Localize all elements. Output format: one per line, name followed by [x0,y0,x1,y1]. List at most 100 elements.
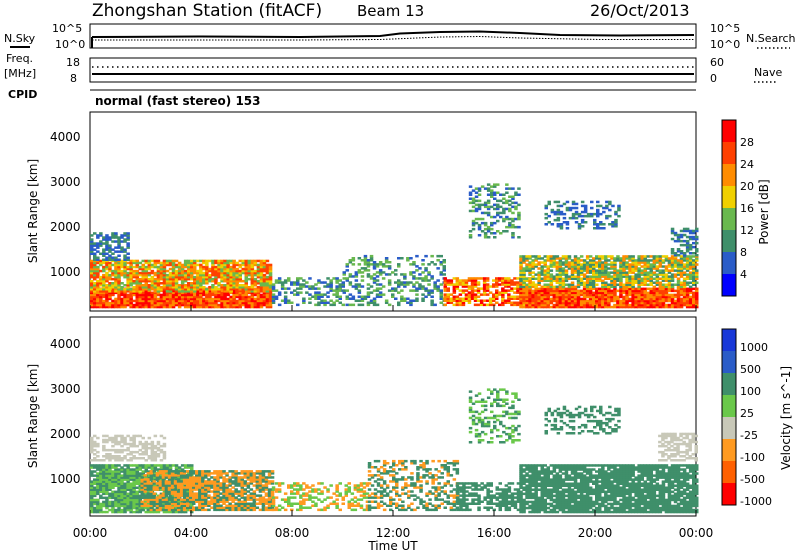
power-blobs-cell [384,265,389,268]
power-blobs-cell [607,283,611,286]
power-blobs-cell [268,301,273,305]
power-blobs-cell [558,281,563,284]
power-blobs-cell [646,259,650,262]
power-blobs-cell [640,295,644,299]
power-blobs-cell [183,275,188,279]
power-blobs-cell [259,265,264,269]
power-blobs-cell [196,279,200,283]
power-blobs-cell [479,293,484,296]
power-blobs-cell [262,265,267,269]
power-blobs-cell [604,305,608,309]
velocity-blobs-cell [120,480,124,483]
power-blobs-cell [485,293,490,296]
power-blobs-cell [625,255,629,258]
velocity-blobs-cell [114,502,118,506]
power-blobs-cell [378,269,383,272]
power-blobs-cell [592,287,596,291]
power-blobs-cell [262,282,267,285]
power-blobs-cell [619,305,623,309]
power-blobs-cell [546,259,550,262]
power-blobs-cell [126,252,130,255]
power-blobs-cell [244,303,248,307]
power-blobs-cell [534,265,538,268]
power-blobs-cell [464,285,469,288]
power-blobs-cell [317,287,321,290]
power-blobs-cell [676,250,681,253]
power-blobs-cell [168,303,173,307]
power-blobs-cell [415,297,419,300]
power-blobs-cell [573,297,578,301]
power-blobs-cell [114,287,118,291]
power-blobs-cell [265,291,270,295]
power-blobs-cell [564,271,569,274]
power-blobs-cell [658,297,663,301]
power-blobs-cell [495,283,499,286]
power-blobs-cell [123,269,127,273]
power-blobs-cell [514,201,518,205]
power-blobs-cell [576,281,581,284]
power-blobs-cell [634,291,638,295]
power-blobs-cell [268,273,273,277]
velocity-blobs-cell [140,486,144,489]
power-blobs-cell [397,279,401,282]
velocity-blobs-cell [120,510,124,514]
power-blobs-cell [601,273,605,276]
power-blobs-cell [531,263,535,266]
power-blobs-cell [602,210,606,214]
power-blobs-cell [90,263,94,267]
power-blobs-cell [132,273,136,277]
velocity-blobs-cell [135,474,139,477]
power-blobs-cell [508,195,512,198]
power-blobs-cell [102,269,106,273]
power-blobs-cell [631,257,635,260]
velocity-blobs-cell [114,472,118,475]
power-blobs-cell [522,305,526,309]
power-blobs-cell [585,263,590,266]
power-blobs-cell [238,291,242,295]
power-blobs-cell [317,297,321,300]
power-blobs-cell [141,267,145,271]
power-blobs-cell [338,295,342,298]
power-blobs-cell [595,257,599,260]
power-blobs-cell [126,284,130,287]
power-blobs-cell [193,277,197,281]
power-blobs-cell [616,269,620,272]
power-blobs-cell [277,279,282,282]
power-blobs-cell [631,301,635,305]
power-blobs-cell [658,301,663,305]
power-blobs-cell [637,281,641,284]
velocity-blobs-cell [90,502,94,506]
power-blobs-cell [369,285,374,288]
power-blobs-cell [605,206,609,210]
velocity-blobs-cell [170,498,175,501]
power-blobs-cell [135,293,139,297]
velocity-blobs-cell [165,464,170,467]
power-blobs-cell [168,290,173,293]
power-blobs-cell [180,286,185,289]
power-blobs-cell [552,257,557,260]
power-blobs-cell [607,291,611,295]
power-blobs-cell [528,257,532,260]
power-blobs-cell [673,289,678,293]
power-blobs-cell [549,259,554,262]
power-blobs-cell [564,279,569,282]
power-blobs-cell [415,281,419,284]
power-blobs-cell [205,291,209,295]
power-blobs-cell [226,305,230,309]
power-blobs-cell [114,265,118,269]
power-blobs-cell [366,265,371,268]
power-blobs-cell [274,279,279,282]
power-blobs-cell [688,255,693,258]
power-blobs-cell [570,287,575,291]
power-blobs-cell [105,244,109,247]
power-blobs-cell [205,275,209,279]
power-blobs-cell [477,205,482,209]
power-blobs-cell [528,261,532,264]
power-blobs-cell [646,255,650,258]
power-blobs-cell [338,279,342,282]
power-blobs-cell [117,246,121,249]
power-blobs-cell [366,293,371,296]
power-blobs-cell [537,283,541,286]
power-blobs-cell [631,295,635,299]
power-blobs-cell [211,261,215,265]
